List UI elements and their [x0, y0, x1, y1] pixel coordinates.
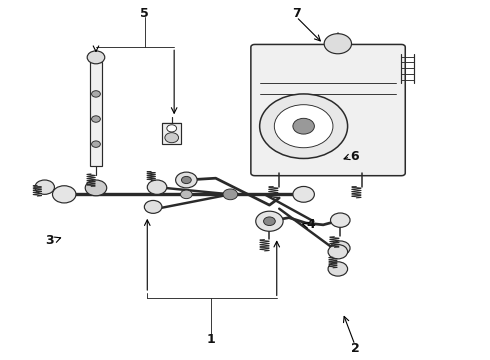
- Circle shape: [256, 211, 283, 231]
- Circle shape: [328, 244, 347, 259]
- Circle shape: [92, 116, 100, 122]
- Text: 3: 3: [45, 234, 54, 247]
- Text: 7: 7: [292, 7, 301, 20]
- Text: 1: 1: [206, 333, 215, 346]
- Circle shape: [92, 141, 100, 147]
- Circle shape: [92, 91, 100, 97]
- Bar: [90, 62, 102, 166]
- Text: 2: 2: [350, 342, 359, 355]
- Circle shape: [180, 190, 192, 199]
- Text: 6: 6: [351, 150, 359, 163]
- Circle shape: [324, 34, 351, 54]
- Circle shape: [145, 201, 162, 213]
- Circle shape: [331, 213, 350, 227]
- Text: 4: 4: [307, 218, 316, 231]
- Circle shape: [147, 180, 167, 194]
- Circle shape: [331, 241, 350, 255]
- Circle shape: [293, 118, 315, 134]
- Circle shape: [264, 217, 275, 226]
- Circle shape: [293, 186, 315, 202]
- Circle shape: [52, 186, 76, 203]
- Circle shape: [165, 133, 178, 143]
- Circle shape: [181, 176, 191, 184]
- Circle shape: [274, 105, 333, 148]
- Circle shape: [260, 94, 347, 158]
- Circle shape: [35, 180, 54, 194]
- Circle shape: [223, 189, 238, 200]
- Bar: [162, 123, 181, 144]
- FancyBboxPatch shape: [251, 44, 405, 176]
- Circle shape: [167, 125, 176, 132]
- Text: 5: 5: [141, 7, 149, 20]
- Circle shape: [87, 51, 105, 64]
- Circle shape: [85, 180, 107, 196]
- Circle shape: [175, 172, 197, 188]
- Circle shape: [328, 262, 347, 276]
